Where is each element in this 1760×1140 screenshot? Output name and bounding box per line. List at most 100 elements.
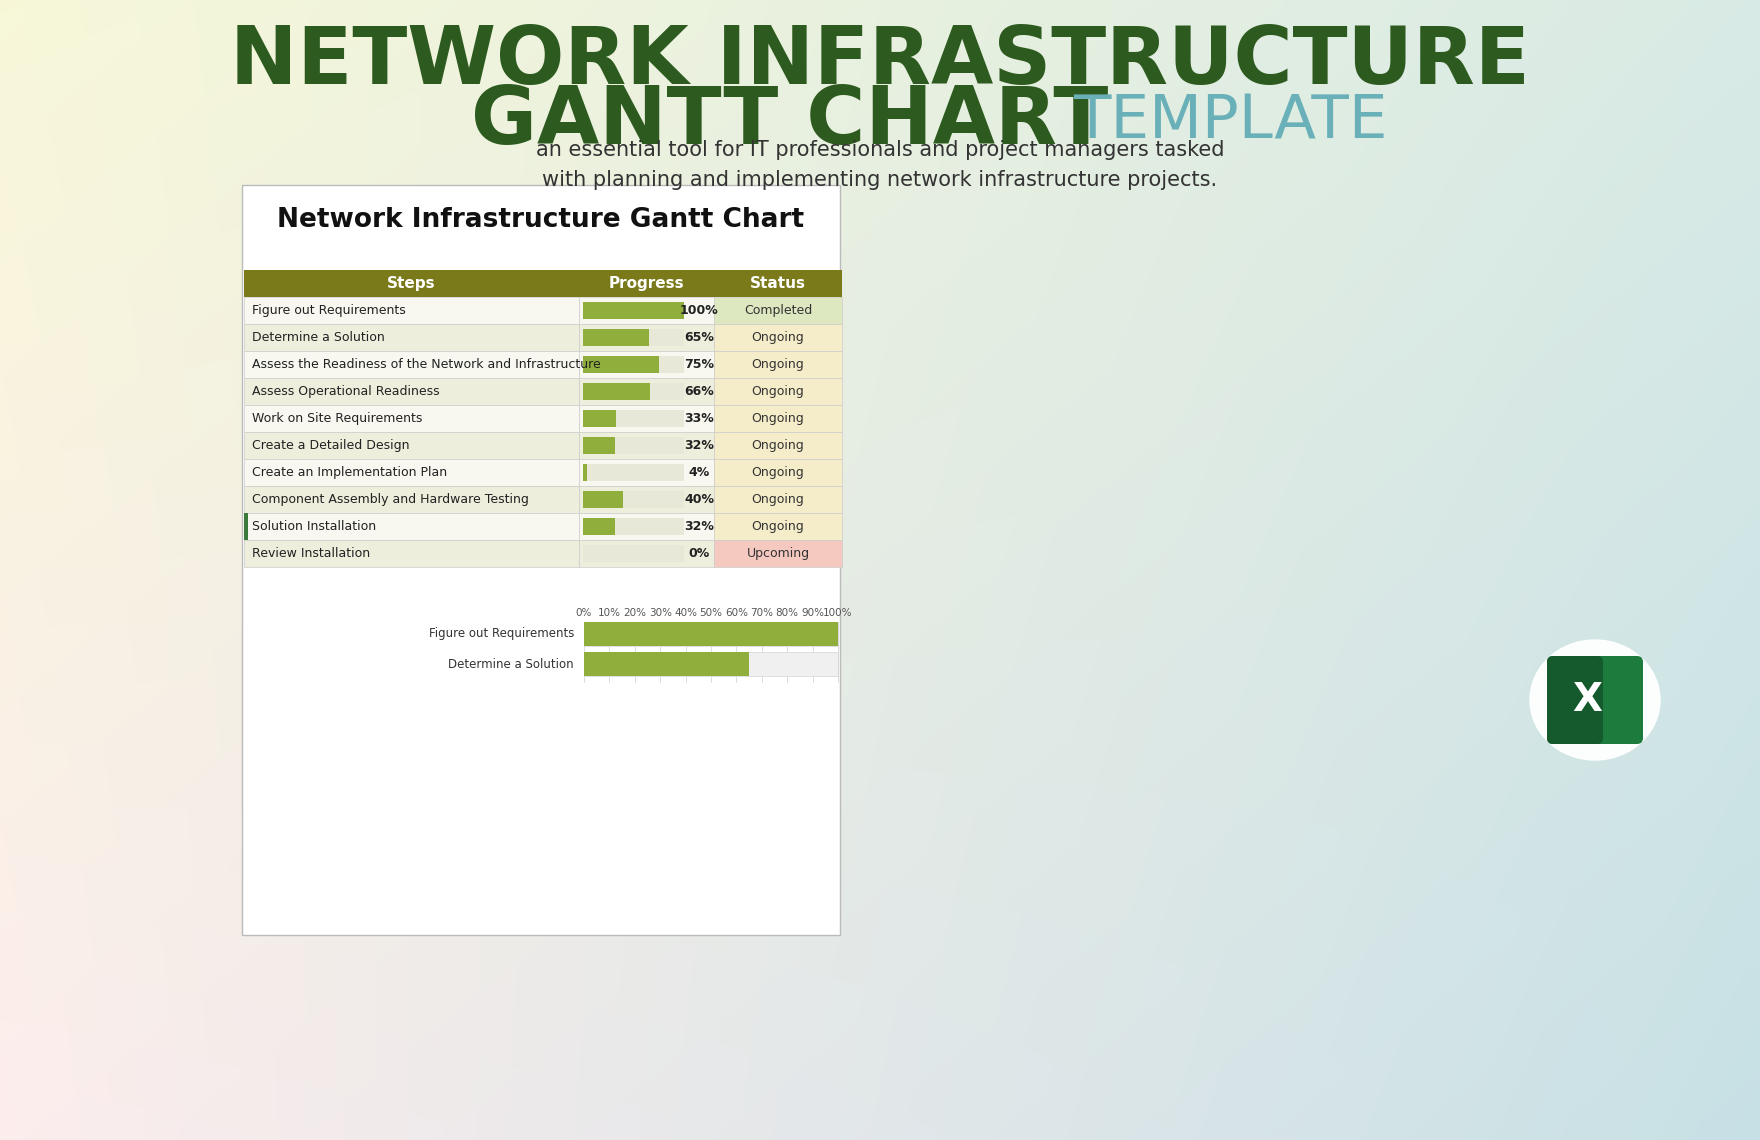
Text: 66%: 66% [685, 385, 715, 398]
FancyBboxPatch shape [715, 432, 841, 459]
Text: Upcoming: Upcoming [746, 547, 810, 560]
Text: 40%: 40% [685, 492, 715, 506]
FancyBboxPatch shape [245, 378, 579, 405]
FancyBboxPatch shape [583, 302, 685, 319]
FancyBboxPatch shape [584, 652, 750, 676]
Text: Determine a Solution: Determine a Solution [449, 658, 574, 670]
Text: Steps: Steps [387, 276, 436, 291]
FancyBboxPatch shape [245, 513, 579, 540]
FancyBboxPatch shape [583, 356, 658, 373]
FancyBboxPatch shape [715, 459, 841, 486]
Text: Create a Detailed Design: Create a Detailed Design [252, 439, 410, 451]
Text: 50%: 50% [699, 608, 723, 618]
FancyBboxPatch shape [583, 491, 623, 508]
FancyBboxPatch shape [1547, 656, 1603, 744]
Text: 32%: 32% [685, 439, 715, 451]
FancyBboxPatch shape [245, 405, 579, 432]
Text: Status: Status [750, 276, 806, 291]
FancyBboxPatch shape [579, 405, 715, 432]
Text: 4%: 4% [688, 466, 709, 479]
Text: Assess the Readiness of the Network and Infrastructure: Assess the Readiness of the Network and … [252, 358, 600, 370]
FancyBboxPatch shape [583, 518, 685, 535]
Text: X: X [1572, 681, 1602, 719]
FancyBboxPatch shape [583, 545, 685, 562]
FancyBboxPatch shape [715, 405, 841, 432]
FancyBboxPatch shape [579, 486, 715, 513]
Text: 65%: 65% [685, 331, 715, 344]
Text: Ongoing: Ongoing [752, 439, 804, 451]
Text: Create an Implementation Plan: Create an Implementation Plan [252, 466, 447, 479]
FancyBboxPatch shape [584, 622, 838, 646]
FancyBboxPatch shape [583, 410, 685, 428]
Text: TEMPLATE: TEMPLATE [1074, 92, 1387, 152]
Text: 90%: 90% [801, 608, 824, 618]
FancyBboxPatch shape [715, 324, 841, 351]
FancyBboxPatch shape [583, 302, 685, 319]
Text: 20%: 20% [623, 608, 646, 618]
FancyBboxPatch shape [579, 540, 715, 567]
Text: Figure out Requirements: Figure out Requirements [252, 304, 407, 317]
Text: 40%: 40% [674, 608, 697, 618]
FancyBboxPatch shape [584, 622, 838, 646]
FancyBboxPatch shape [1547, 656, 1644, 744]
FancyBboxPatch shape [579, 351, 715, 378]
FancyBboxPatch shape [245, 270, 841, 298]
Text: 33%: 33% [685, 412, 715, 425]
Text: Ongoing: Ongoing [752, 331, 804, 344]
Text: Ongoing: Ongoing [752, 492, 804, 506]
Text: Completed: Completed [744, 304, 811, 317]
FancyBboxPatch shape [579, 378, 715, 405]
FancyBboxPatch shape [583, 518, 616, 535]
Text: 10%: 10% [598, 608, 621, 618]
Text: Review Installation: Review Installation [252, 547, 370, 560]
FancyBboxPatch shape [583, 383, 685, 400]
FancyBboxPatch shape [245, 486, 579, 513]
Text: 80%: 80% [776, 608, 799, 618]
FancyBboxPatch shape [579, 324, 715, 351]
FancyBboxPatch shape [715, 513, 841, 540]
Text: 100%: 100% [824, 608, 854, 618]
FancyBboxPatch shape [583, 328, 685, 347]
FancyBboxPatch shape [583, 437, 685, 454]
Text: 0%: 0% [688, 547, 709, 560]
FancyBboxPatch shape [579, 432, 715, 459]
Text: 60%: 60% [725, 608, 748, 618]
Text: Ongoing: Ongoing [752, 358, 804, 370]
FancyBboxPatch shape [583, 410, 616, 428]
Text: Component Assembly and Hardware Testing: Component Assembly and Hardware Testing [252, 492, 528, 506]
FancyBboxPatch shape [583, 437, 616, 454]
FancyBboxPatch shape [583, 383, 649, 400]
Text: Ongoing: Ongoing [752, 520, 804, 534]
FancyBboxPatch shape [245, 432, 579, 459]
FancyBboxPatch shape [715, 298, 841, 324]
FancyBboxPatch shape [245, 324, 579, 351]
FancyBboxPatch shape [715, 540, 841, 567]
FancyBboxPatch shape [245, 540, 579, 567]
FancyBboxPatch shape [579, 459, 715, 486]
Text: Assess Operational Readiness: Assess Operational Readiness [252, 385, 440, 398]
FancyBboxPatch shape [584, 652, 838, 676]
FancyBboxPatch shape [245, 298, 579, 324]
Ellipse shape [1529, 640, 1660, 760]
FancyBboxPatch shape [583, 356, 685, 373]
Text: Ongoing: Ongoing [752, 412, 804, 425]
Text: 30%: 30% [649, 608, 672, 618]
Text: Ongoing: Ongoing [752, 466, 804, 479]
Text: NETWORK INFRASTRUCTURE: NETWORK INFRASTRUCTURE [231, 23, 1529, 101]
Text: Network Infrastructure Gantt Chart: Network Infrastructure Gantt Chart [278, 207, 804, 233]
Text: Figure out Requirements: Figure out Requirements [429, 627, 574, 641]
FancyBboxPatch shape [715, 486, 841, 513]
FancyBboxPatch shape [245, 351, 579, 378]
FancyBboxPatch shape [245, 459, 579, 486]
Text: Ongoing: Ongoing [752, 385, 804, 398]
Text: 100%: 100% [679, 304, 718, 317]
FancyBboxPatch shape [715, 378, 841, 405]
Text: Progress: Progress [609, 276, 685, 291]
FancyBboxPatch shape [583, 464, 685, 481]
Text: 32%: 32% [685, 520, 715, 534]
Text: Determine a Solution: Determine a Solution [252, 331, 385, 344]
Text: 75%: 75% [685, 358, 715, 370]
FancyBboxPatch shape [245, 513, 248, 540]
FancyBboxPatch shape [579, 298, 715, 324]
Text: 0%: 0% [576, 608, 591, 618]
